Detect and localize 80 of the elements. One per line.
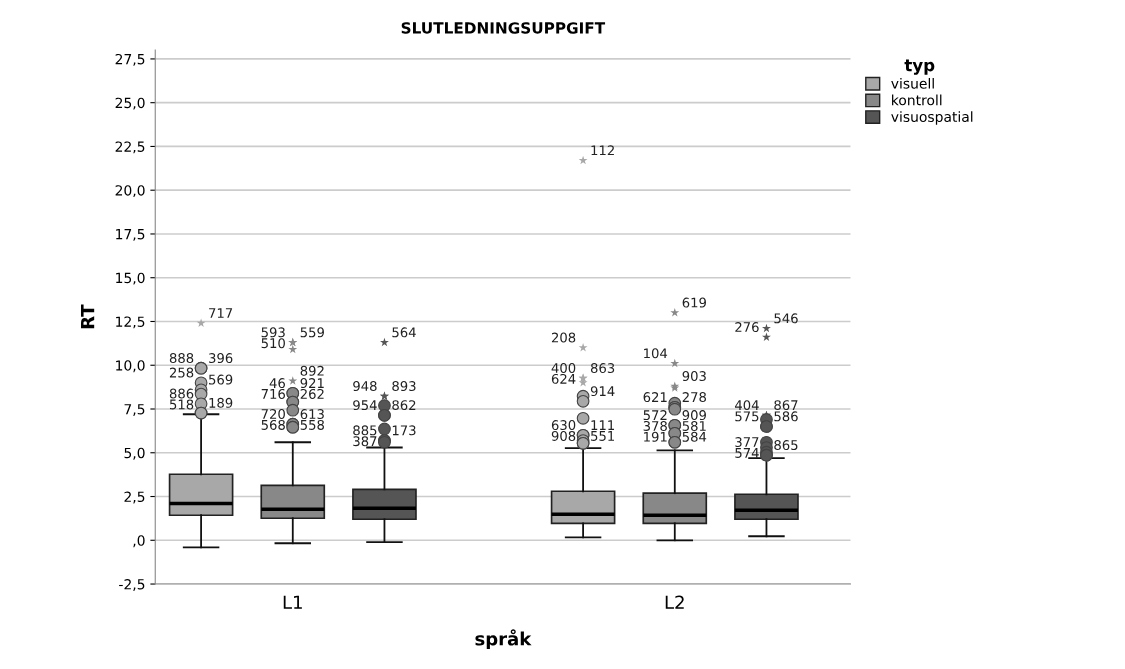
legend-label: visuell <box>891 77 934 89</box>
text: 46 <box>269 378 285 389</box>
text: 885 <box>353 425 377 436</box>
text: 518 <box>169 399 194 410</box>
text: 630 <box>551 420 576 431</box>
legend-title: typ <box>904 59 935 75</box>
text: 717 <box>209 308 233 318</box>
text: 720 <box>261 409 285 420</box>
text: 276 <box>735 322 759 333</box>
text: 584 <box>682 431 707 442</box>
text: 173 <box>392 425 416 436</box>
text: 558 <box>300 419 324 430</box>
y-tick-label: 17,5 <box>116 229 145 241</box>
text: 593 <box>261 327 285 338</box>
text: 191 <box>644 431 667 442</box>
x-tick-label: L1 <box>283 595 302 609</box>
text: 888 <box>169 353 194 364</box>
text: 564 <box>392 327 416 338</box>
text: 510 <box>261 338 285 349</box>
text: 258 <box>169 367 194 378</box>
x-axis-title: språk <box>475 629 532 650</box>
text: 619 <box>682 297 706 308</box>
text: 572 <box>643 410 667 421</box>
y-tick-label: 25,0 <box>115 97 145 110</box>
text: 208 <box>551 332 576 343</box>
text: 865 <box>774 440 798 451</box>
y-tick-label: 22,5 <box>115 141 145 154</box>
legend-label: kontroll <box>892 94 942 106</box>
y-tick-label: ,0 <box>133 535 145 548</box>
text: 387 <box>353 436 377 447</box>
text: 278 <box>682 392 706 403</box>
y-tick-label: -2,5 <box>119 579 145 591</box>
text: 262 <box>300 388 324 399</box>
y-tick-label: 7,5 <box>124 404 145 416</box>
text: 104 <box>644 348 668 359</box>
text: 378 <box>643 420 667 431</box>
text: 903 <box>682 371 706 382</box>
text: 559 <box>300 327 324 338</box>
text: 892 <box>300 365 324 376</box>
x-tick-label: L2 <box>665 595 684 609</box>
text: 862 <box>392 400 416 411</box>
text: 613 <box>300 409 324 420</box>
text: 908 <box>551 430 576 441</box>
text: 621 <box>643 392 667 403</box>
text: 586 <box>774 411 798 422</box>
y-tick-label: 12,5 <box>116 316 145 329</box>
text: 886 <box>169 388 194 399</box>
legend-label: visuospatial <box>891 111 973 125</box>
text: 546 <box>774 313 798 324</box>
text: 396 <box>209 353 233 364</box>
text: 954 <box>353 400 377 411</box>
y-tick-label: 10,0 <box>116 360 145 373</box>
text: 189 <box>209 397 233 408</box>
text: 914 <box>590 386 615 397</box>
y-tick-label: 5,0 <box>124 447 145 460</box>
text: 948 <box>353 381 377 392</box>
text: 909 <box>682 410 706 421</box>
text: 716 <box>261 388 285 399</box>
text: 581 <box>682 420 706 431</box>
y-axis-title: RT <box>81 304 95 329</box>
text: 551 <box>591 431 615 441</box>
text: 112 <box>591 145 614 156</box>
text: 893 <box>392 381 416 392</box>
text: 575 <box>735 411 759 422</box>
text: 624 <box>551 373 576 384</box>
text: 568 <box>261 419 285 430</box>
y-tick-label: 2,5 <box>124 491 145 504</box>
text: 574 <box>735 448 759 458</box>
y-tick-label: 27,5 <box>115 53 145 66</box>
text: 867 <box>774 400 798 411</box>
text: 404 <box>734 400 759 411</box>
y-tick-label: 20,0 <box>115 185 145 198</box>
text: 863 <box>590 363 615 374</box>
chart-title: SLUTLEDNINGSUPPGIFT <box>401 22 606 34</box>
text: 111 <box>591 420 615 430</box>
y-tick-label: 15,0 <box>116 272 145 285</box>
text: 569 <box>209 374 233 385</box>
text: 400 <box>551 363 576 374</box>
text: 921 <box>300 378 324 389</box>
text: 377 <box>735 437 759 448</box>
